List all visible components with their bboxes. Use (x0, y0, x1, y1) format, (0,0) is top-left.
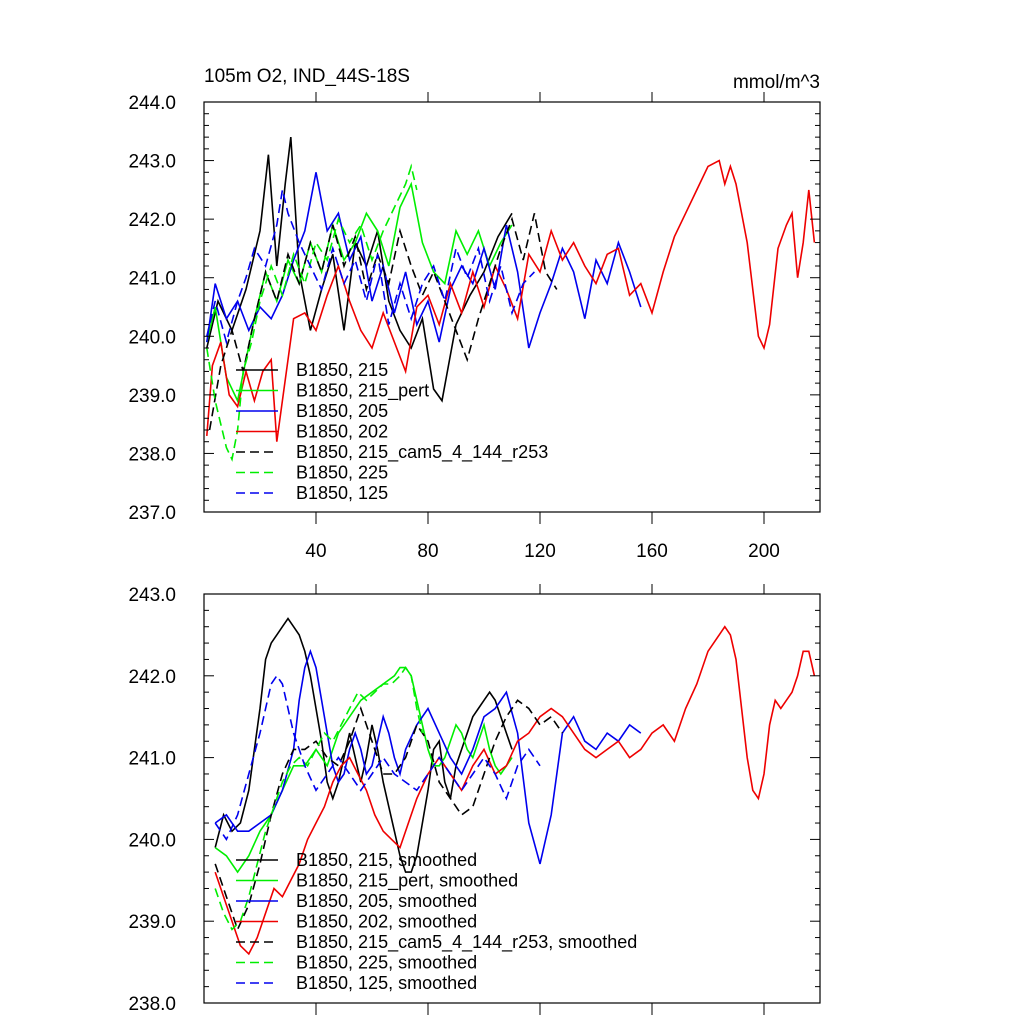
y-tick-label: 239.0 (128, 912, 176, 933)
y-tick-label: 242.0 (128, 210, 176, 231)
series-line (206, 189, 535, 346)
legend-label: B1850, 215_cam5_4_144_r253, smoothed (296, 932, 637, 953)
chart-panel-top: 105m O2, IND_44S-18S mmol/m^3 237.0 238.0… (128, 66, 821, 562)
plot-frame (203, 101, 821, 513)
x-tick-label: 40 (305, 541, 326, 562)
y-tick-label: 244.0 (128, 93, 176, 114)
legend-label: B1850, 205 (296, 401, 388, 421)
series-line (206, 159, 816, 442)
chart-title: 105m O2, IND_44S-18S (204, 66, 410, 87)
series-line (206, 137, 513, 403)
series-line (214, 617, 513, 873)
y-tick-label: 240.0 (128, 830, 176, 851)
series-line (214, 699, 564, 932)
legend-label: B1850, 215, smoothed (296, 850, 477, 870)
series-line (214, 625, 816, 956)
legend-label: B1850, 125 (296, 483, 388, 503)
series-line (214, 666, 424, 931)
y-tick-label: 240.0 (128, 327, 176, 348)
x-tick-label: 80 (417, 541, 438, 562)
chart-panel-bottom: 238.0 239.0 240.0 241.0 242.0 243.0 B1850, 215… (128, 584, 821, 1015)
legend-label: B1850, 202, smoothed (296, 912, 477, 932)
legend-label: B1850, 215 (296, 360, 388, 380)
legend-label: B1850, 215_pert, smoothed (296, 871, 518, 892)
legend-label: B1850, 202 (296, 422, 388, 442)
legend-label: B1850, 215_pert (296, 381, 429, 402)
y-tick-label: 238.0 (128, 444, 176, 465)
series-line (214, 648, 642, 865)
units-label: mmol/m^3 (733, 72, 820, 93)
y-tick-label: 239.0 (128, 386, 176, 407)
series-line (206, 163, 418, 462)
legend-label: B1850, 205, smoothed (296, 891, 477, 911)
y-tick-label: 243.0 (128, 152, 176, 173)
x-tick-label: 120 (524, 541, 556, 562)
y-tick-label: 241.0 (128, 749, 176, 770)
y-tick-label: 238.0 (128, 994, 176, 1015)
series-line (214, 674, 541, 842)
x-tick-label: 200 (748, 541, 780, 562)
y-tick-label: 242.0 (128, 667, 176, 688)
legend-label: B1850, 125, smoothed (296, 973, 477, 993)
legend-label: B1850, 225, smoothed (296, 953, 477, 973)
y-tick-label: 243.0 (128, 585, 176, 606)
legend-label: B1850, 215_cam5_4_144_r253 (296, 442, 548, 463)
plot-frame (203, 593, 821, 1004)
y-tick-label: 241.0 (128, 269, 176, 290)
series-line (206, 172, 642, 349)
y-tick-label: 237.0 (128, 503, 176, 524)
x-tick-label: 160 (636, 541, 668, 562)
legend-label: B1850, 225 (296, 463, 388, 483)
